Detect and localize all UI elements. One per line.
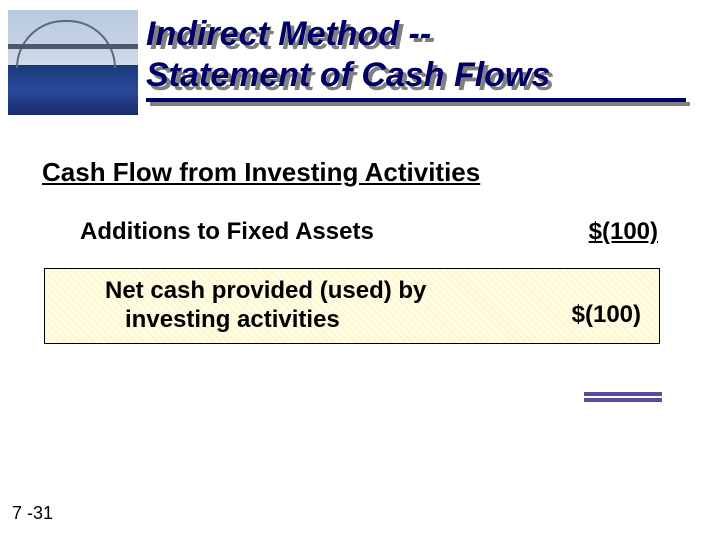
line-item-value: $(100) xyxy=(589,218,658,246)
line-item-additions: Additions to Fixed Assets $(100) xyxy=(0,218,720,246)
slide-title: Indirect Method -- Statement of Cash Flo… xyxy=(146,14,720,96)
page-number: 7 -31 xyxy=(12,503,53,524)
title-line-1: Indirect Method -- xyxy=(146,15,431,53)
summary-label-line1: Net cash provided (used) by xyxy=(105,277,426,304)
double-underline-bottom xyxy=(584,398,662,402)
line-item-label: Additions to Fixed Assets xyxy=(80,218,374,246)
title-block: Indirect Method -- Statement of Cash Flo… xyxy=(146,10,720,102)
summary-box: Net cash provided (used) by investing ac… xyxy=(44,268,660,344)
section-heading: Cash Flow from Investing Activities xyxy=(42,157,720,188)
summary-value: $(100) xyxy=(572,301,641,329)
title-line-2: Statement of Cash Flows xyxy=(146,56,550,94)
bridge-graphic xyxy=(8,10,138,115)
summary-label: Net cash provided (used) by investing ac… xyxy=(105,277,426,335)
slide-header: Indirect Method -- Statement of Cash Flo… xyxy=(0,0,720,115)
double-underline-top xyxy=(584,392,662,396)
summary-label-line2: investing activities xyxy=(125,306,340,333)
